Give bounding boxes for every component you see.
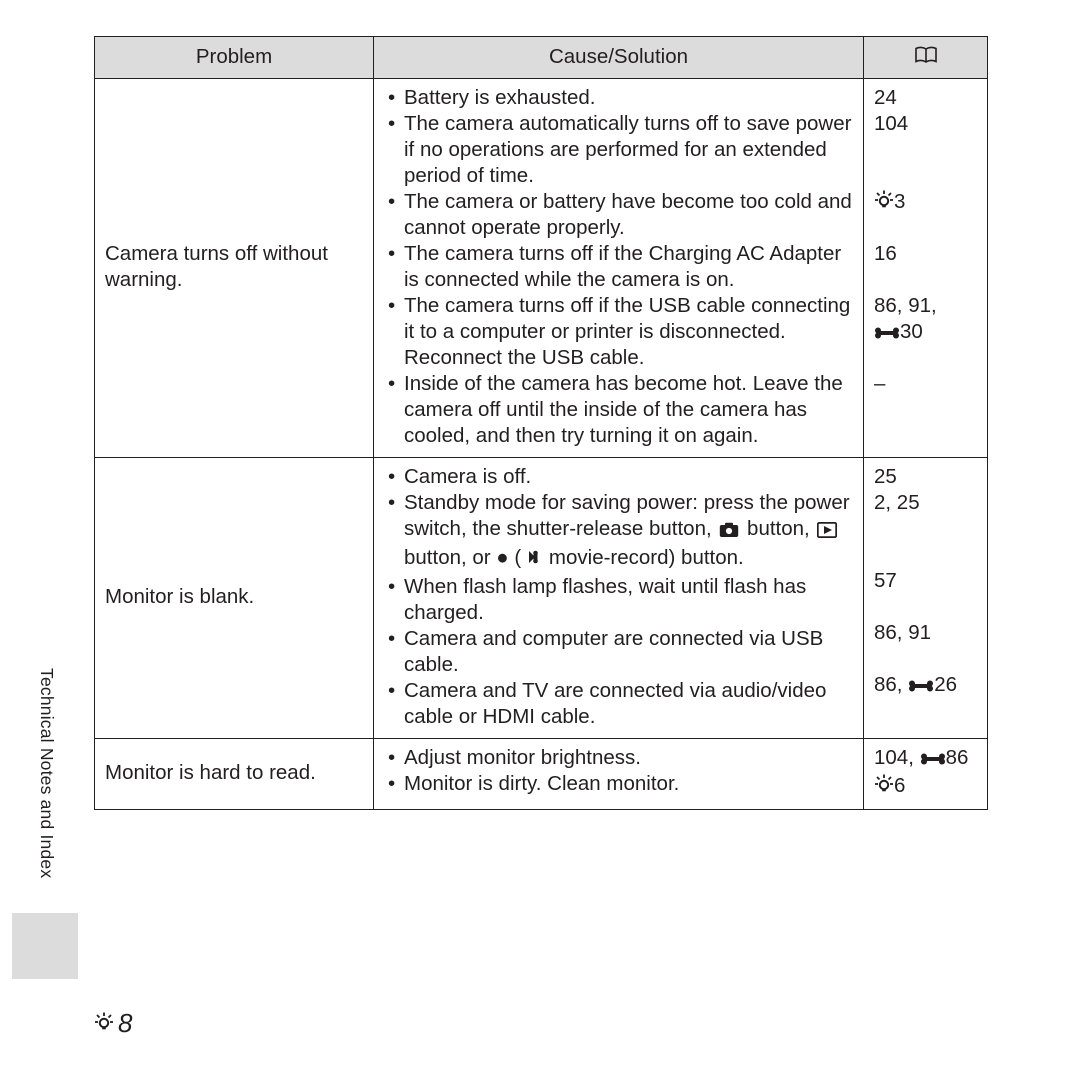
reference-item: 86, 91, 30: [874, 293, 977, 371]
reference-cell: 2410431686, 91, 30–: [864, 79, 988, 458]
reference-item: 16: [874, 241, 977, 293]
reference-item: 86, 91: [874, 620, 977, 672]
reference-item: 86, 26: [874, 672, 977, 724]
cause-cell: Camera is off.Standby mode for saving po…: [374, 458, 864, 739]
table-row: Camera turns off without warning.Battery…: [95, 79, 988, 458]
reference-cell: 252, 255786, 9186, 26: [864, 458, 988, 739]
reference-item: –: [874, 371, 977, 449]
reference-item: 3: [874, 189, 977, 241]
col-header-reference-icon: [864, 37, 988, 79]
reference-item: 57: [874, 568, 977, 620]
problem-cell: Monitor is hard to read.: [95, 739, 374, 810]
col-header-cause: Cause/Solution: [374, 37, 864, 79]
reference-item: 24: [874, 85, 977, 111]
reference-cell: 104, 866: [864, 739, 988, 810]
problem-cell: Monitor is blank.: [95, 458, 374, 739]
cause-cell: Battery is exhausted.The camera automati…: [374, 79, 864, 458]
cause-item: The camera turns off if the Charging AC …: [384, 241, 853, 293]
problem-cell: Camera turns off without warning.: [95, 79, 374, 458]
cause-item: Camera and TV are connected via audio/vi…: [384, 678, 853, 730]
cause-item: Camera is off.: [384, 464, 853, 490]
reference-item: 25: [874, 464, 977, 490]
page-number: 8: [94, 1008, 132, 1039]
cause-cell: Adjust monitor brightness.Monitor is dir…: [374, 739, 864, 810]
lamp-icon: [94, 1008, 114, 1039]
cause-item: Inside of the camera has become hot. Lea…: [384, 371, 853, 449]
cause-item: Adjust monitor brightness.: [384, 745, 853, 771]
manual-page: Problem Cause/Solution Camera turns off …: [0, 0, 1080, 1080]
cause-item: When flash lamp flashes, wait until flas…: [384, 574, 853, 626]
cause-item: Camera and computer are connected via US…: [384, 626, 853, 678]
section-label: Technical Notes and Index: [36, 668, 57, 878]
thumb-tab: [12, 913, 78, 979]
cause-item: Standby mode for saving power: press the…: [384, 490, 853, 574]
page-number-value: 8: [118, 1008, 132, 1039]
table-row: Monitor is blank.Camera is off.Standby m…: [95, 458, 988, 739]
reference-item: 6: [874, 773, 977, 801]
cause-item: Monitor is dirty. Clean monitor.: [384, 771, 853, 797]
reference-item: 104: [874, 111, 977, 189]
col-header-problem: Problem: [95, 37, 374, 79]
cause-item: The camera turns off if the USB cable co…: [384, 293, 853, 371]
table-row: Monitor is hard to read.Adjust monitor b…: [95, 739, 988, 810]
troubleshooting-table: Problem Cause/Solution Camera turns off …: [94, 36, 988, 810]
reference-item: 2, 25: [874, 490, 977, 568]
cause-item: Battery is exhausted.: [384, 85, 853, 111]
table-header-row: Problem Cause/Solution: [95, 37, 988, 79]
cause-item: The camera or battery have become too co…: [384, 189, 853, 241]
reference-item: 104, 86: [874, 745, 977, 773]
cause-item: The camera automatically turns off to sa…: [384, 111, 853, 189]
